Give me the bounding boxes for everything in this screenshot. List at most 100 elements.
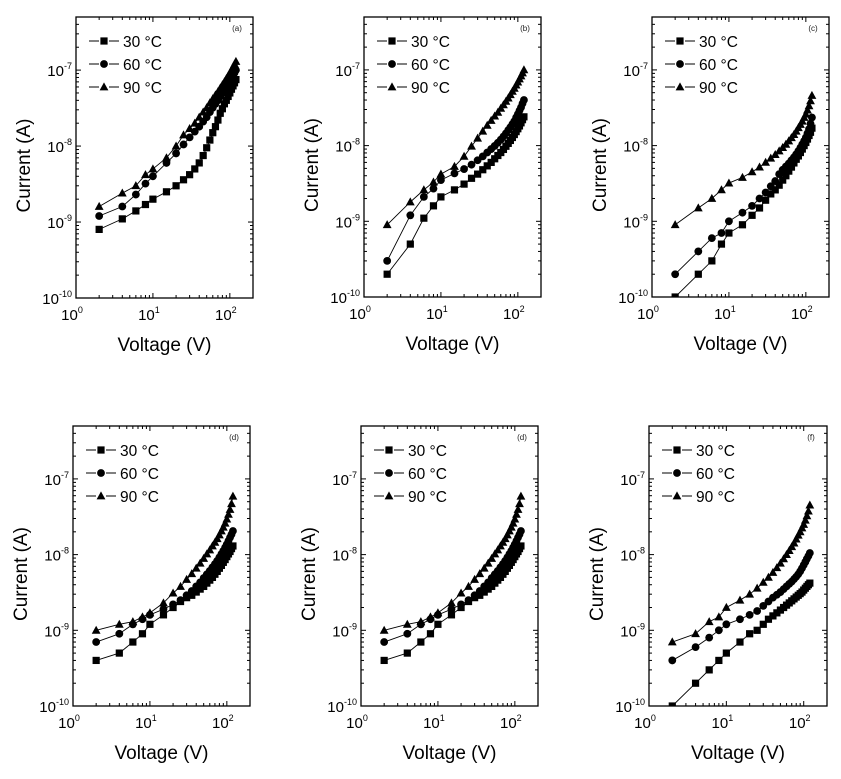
panel-label: (f) [807,433,815,442]
data-point [804,101,814,110]
legend: 30 °C 60 °C 90 °C [374,443,447,506]
data-point [179,130,188,139]
legend-marker-triangle [96,491,106,500]
data-point [779,554,789,563]
data-point [722,620,731,629]
legend-item: 60 °C [89,57,162,74]
legend-marker-triangle [384,491,394,500]
data-point [176,596,185,605]
y-axis-ticks [76,16,253,299]
data-point [755,194,764,203]
x-tick-base: 10 [212,715,229,732]
data-point [419,185,429,194]
x-tick-base: 10 [712,715,729,732]
legend-marker-circle [388,60,396,68]
data-point [474,170,482,178]
data-point [176,581,185,590]
data-point [705,633,714,642]
legend-label: 90 °C [123,80,162,97]
data-point [670,220,680,229]
x-tick-exponent: 1 [152,713,157,723]
y-tick-label: 10-9 [332,621,357,640]
data-point [383,270,391,278]
x-tick-base: 10 [637,306,654,323]
data-point [149,172,157,181]
y-tick-exponent: -10 [635,288,648,298]
x-tick-label: 102 [212,713,234,732]
legend: 30 °C 60 °C 90 °C [662,443,735,506]
x-axis-title: Voltage (V) [403,743,497,764]
y-tick-base: 10 [623,214,640,231]
x-tick-exponent: 2 [232,305,237,315]
y-tick-label: 10-9 [623,212,648,231]
data-point [426,630,435,638]
y-tick-exponent: -10 [632,697,645,707]
data-point [202,103,212,112]
data-point [799,519,809,528]
data-point [131,181,141,190]
legend-marker-triangle [675,82,685,91]
legend-label: 30 °C [408,443,447,460]
y-tick-label: 10-7 [620,470,645,489]
y-tick-exponent: -10 [59,289,72,299]
data-point [190,118,200,127]
x-tick-label: 100 [61,305,83,324]
y-tick-base: 10 [335,63,352,80]
y-axis-title: Current (A) [587,527,608,621]
data-point [214,116,222,124]
y-tick-base: 10 [618,290,635,307]
data-point [222,96,230,104]
plot-frame [651,16,830,298]
data-point [745,589,755,598]
series-circle [92,527,237,646]
data-point [714,626,723,635]
data-point [128,617,138,626]
legend-label: 60 °C [120,466,159,483]
data-point [470,591,479,600]
y-tick-base: 10 [615,699,632,716]
y-tick-label: 10-10 [330,288,360,307]
data-point [171,141,181,150]
data-point [738,172,747,181]
legend-label: 60 °C [408,466,447,483]
legend-label: 30 °C [696,443,735,460]
x-axis-ticks [651,17,830,297]
legend-item: 60 °C [665,57,738,74]
legend-marker-circle [673,469,681,477]
data-point [668,702,676,706]
data-point [476,591,484,599]
x-tick-exponent: 2 [806,713,811,723]
data-point [203,144,211,152]
data-point [806,96,815,105]
data-point [714,612,724,621]
y-tick-exponent: -9 [352,212,360,222]
data-point [753,626,761,634]
series-circle [383,96,528,265]
x-axis-title: Voltage (V) [694,334,788,355]
y-tick-label: 10-10 [618,288,648,307]
data-point [693,203,703,212]
series-circle [671,113,816,279]
data-point [671,270,680,279]
data-point [205,545,215,554]
data-point [467,160,476,169]
legend-marker-square [388,37,396,45]
legend-label: 60 °C [123,57,162,74]
x-tick-label: 100 [349,304,371,323]
data-point [159,598,168,607]
data-point [717,185,726,194]
x-tick-base: 10 [346,715,363,732]
data-point [198,107,208,116]
data-point [191,563,201,572]
data-point [772,563,782,572]
data-point [520,113,528,121]
data-point [705,666,713,674]
legend-item: 90 °C [374,489,447,506]
data-point [738,208,747,217]
data-point [172,182,180,190]
legend-item: 30 °C [374,443,447,460]
